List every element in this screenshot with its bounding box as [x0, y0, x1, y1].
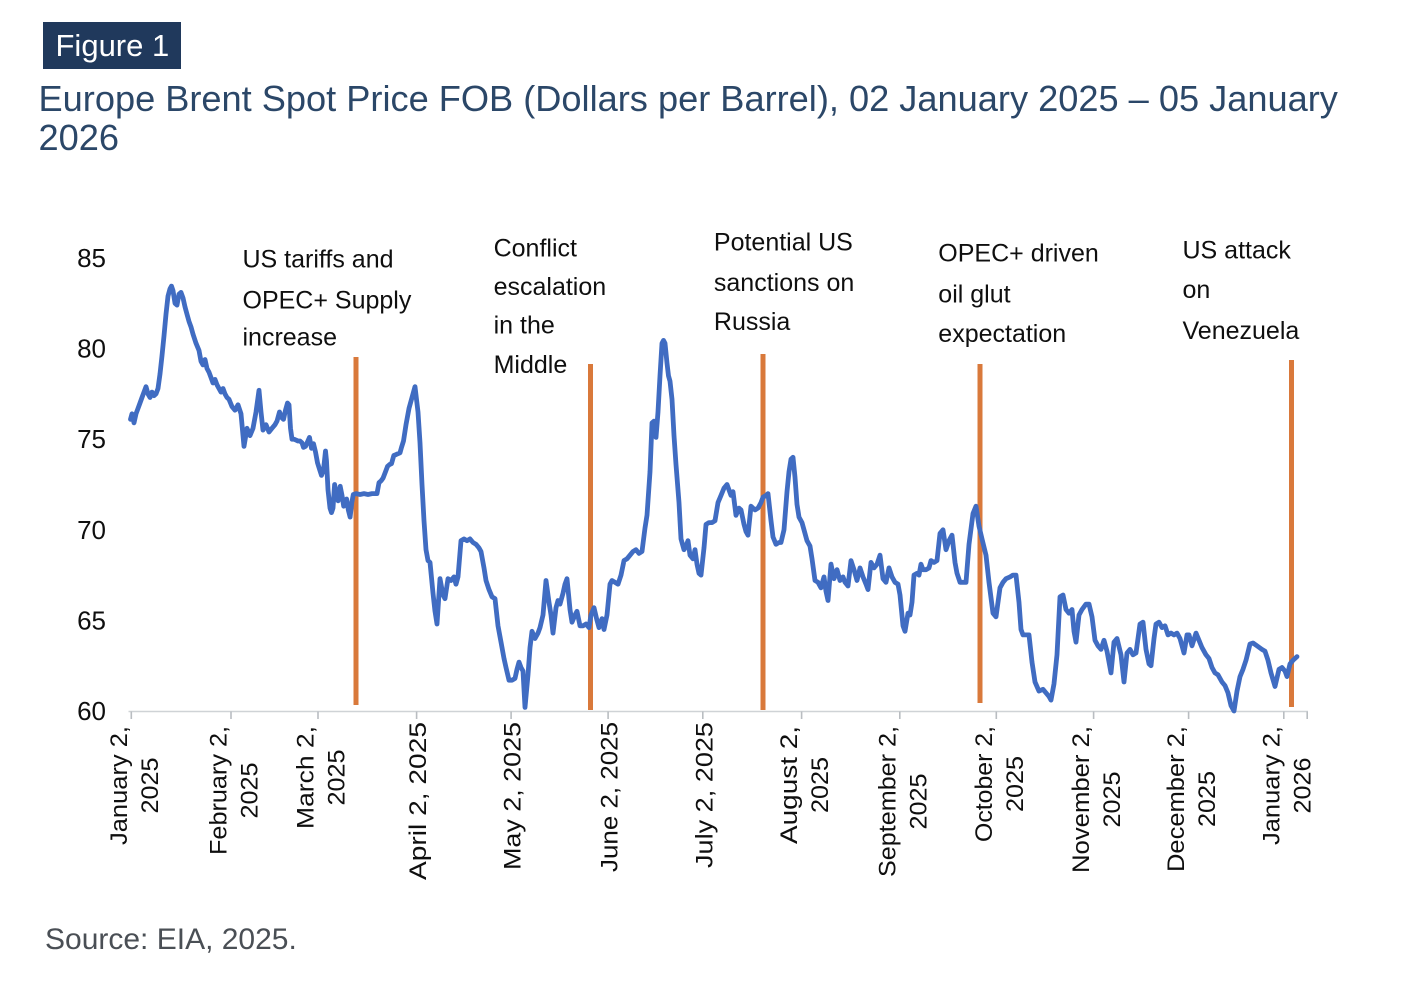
svg-text:60: 60 [77, 696, 106, 726]
svg-text:in the: in the [494, 312, 555, 340]
svg-text:August 2,: August 2, [776, 726, 803, 844]
svg-text:sanctions on: sanctions on [714, 269, 854, 297]
svg-text:70: 70 [77, 515, 106, 545]
svg-text:2025: 2025 [237, 763, 264, 819]
svg-text:December 2,: December 2, [1163, 726, 1190, 872]
svg-text:Conflict: Conflict [494, 235, 577, 263]
svg-text:Potential US: Potential US [714, 229, 853, 257]
svg-text:75: 75 [77, 424, 106, 454]
svg-text:US attack: US attack [1183, 237, 1292, 265]
svg-text:January 2,: January 2, [106, 726, 133, 845]
svg-text:April 2, 2025: April 2, 2025 [405, 722, 432, 880]
svg-text:Venezuela: Venezuela [1183, 317, 1300, 345]
svg-text:June 2, 2025: June 2, 2025 [597, 722, 624, 872]
svg-text:80: 80 [77, 334, 106, 364]
svg-text:increase: increase [243, 324, 338, 352]
svg-text:2025: 2025 [1099, 772, 1126, 828]
svg-text:expectation: expectation [938, 320, 1066, 348]
svg-text:Russia: Russia [714, 308, 791, 336]
svg-text:2025: 2025 [1194, 771, 1221, 827]
svg-text:65: 65 [77, 605, 106, 635]
svg-text:February 2,: February 2, [206, 726, 233, 855]
svg-text:2025: 2025 [905, 774, 932, 830]
svg-text:OPEC+ driven: OPEC+ driven [938, 239, 1099, 267]
svg-text:October 2,: October 2, [971, 726, 998, 842]
svg-text:oil glut: oil glut [938, 281, 1010, 309]
svg-text:OPEC+ Supply: OPEC+ Supply [243, 287, 412, 315]
svg-text:September 2,: September 2, [874, 726, 901, 877]
svg-text:November 2,: November 2, [1068, 726, 1095, 873]
svg-text:on: on [1183, 276, 1211, 304]
svg-text:escalation: escalation [494, 273, 607, 301]
svg-text:July 2, 2025: July 2, 2025 [691, 722, 718, 868]
svg-text:March 2,: March 2, [293, 726, 320, 829]
svg-text:2025: 2025 [324, 750, 351, 806]
svg-text:2025: 2025 [807, 757, 834, 813]
svg-text:US tariffs and: US tariffs and [243, 246, 394, 274]
svg-text:2025: 2025 [137, 758, 164, 814]
svg-text:May 2, 2025: May 2, 2025 [500, 722, 527, 870]
svg-text:January 2,: January 2, [1258, 726, 1285, 845]
svg-text:2025: 2025 [1002, 756, 1029, 812]
svg-text:85: 85 [77, 243, 106, 273]
svg-text:2026: 2026 [1289, 758, 1316, 814]
svg-text:Middle: Middle [494, 351, 568, 379]
